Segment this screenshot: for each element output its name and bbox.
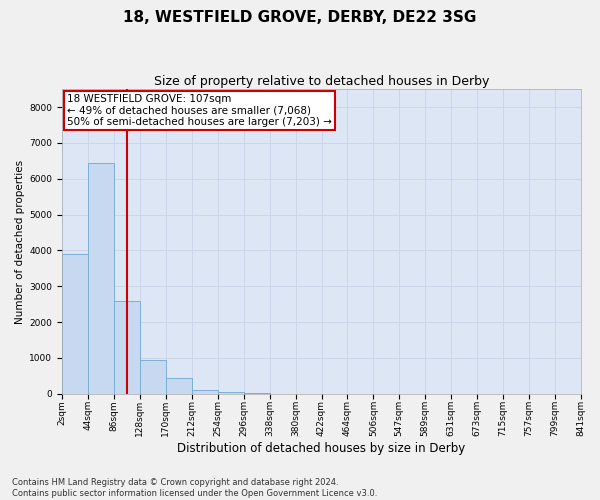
- Bar: [114, 300, 140, 394]
- Y-axis label: Number of detached properties: Number of detached properties: [15, 160, 25, 324]
- Title: Size of property relative to detached houses in Derby: Size of property relative to detached ho…: [154, 75, 489, 88]
- Text: 18 WESTFIELD GROVE: 107sqm
← 49% of detached houses are smaller (7,068)
50% of s: 18 WESTFIELD GROVE: 107sqm ← 49% of deta…: [67, 94, 332, 127]
- Text: Contains HM Land Registry data © Crown copyright and database right 2024.
Contai: Contains HM Land Registry data © Crown c…: [12, 478, 377, 498]
- X-axis label: Distribution of detached houses by size in Derby: Distribution of detached houses by size …: [177, 442, 466, 455]
- Bar: [166, 378, 191, 394]
- Bar: [218, 392, 244, 394]
- Bar: [140, 360, 166, 394]
- Bar: [191, 390, 218, 394]
- Bar: [88, 162, 114, 394]
- Bar: [62, 254, 88, 394]
- Text: 18, WESTFIELD GROVE, DERBY, DE22 3SG: 18, WESTFIELD GROVE, DERBY, DE22 3SG: [124, 10, 476, 25]
